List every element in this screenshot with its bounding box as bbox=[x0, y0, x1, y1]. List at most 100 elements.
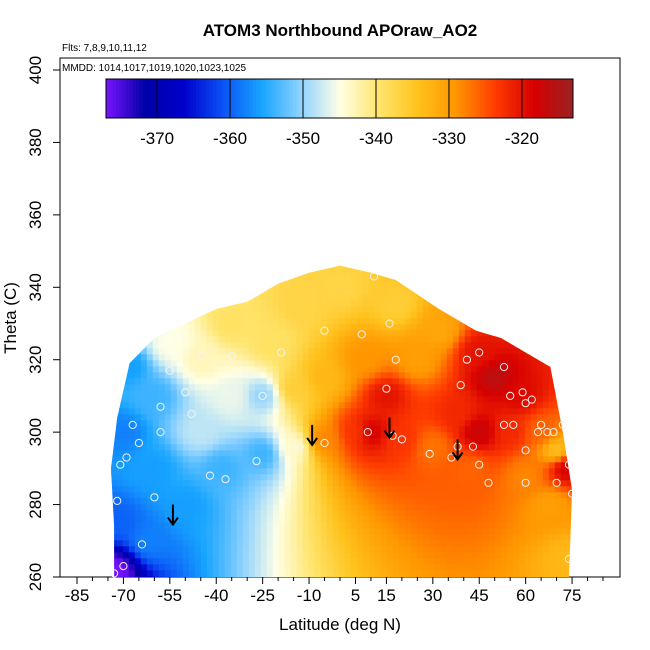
heatmap-cell bbox=[116, 546, 124, 553]
heatmap-cell bbox=[434, 318, 442, 325]
heatmap-cell bbox=[368, 330, 376, 337]
heatmap-cell bbox=[374, 570, 382, 577]
heatmap-cell bbox=[506, 438, 514, 445]
heatmap-cell bbox=[182, 480, 190, 487]
heatmap-cell bbox=[314, 300, 322, 307]
heatmap-cell bbox=[434, 486, 442, 493]
heatmap-cell bbox=[248, 390, 256, 397]
heatmap-cell bbox=[278, 546, 286, 553]
heatmap-cell bbox=[194, 552, 202, 559]
heatmap-cell bbox=[452, 564, 460, 571]
heatmap-cell bbox=[368, 576, 376, 577]
heatmap-cell bbox=[416, 396, 424, 403]
heatmap-cell bbox=[134, 444, 142, 451]
heatmap-cell bbox=[434, 372, 442, 379]
heatmap-cell bbox=[386, 294, 394, 301]
heatmap-cell bbox=[422, 402, 430, 409]
colorbar-swatch bbox=[389, 79, 394, 118]
heatmap-cell bbox=[356, 528, 364, 535]
heatmap-cell bbox=[428, 300, 436, 307]
heatmap-cell bbox=[416, 318, 424, 325]
heatmap-cell bbox=[356, 360, 364, 367]
heatmap-cell bbox=[230, 348, 238, 355]
heatmap-cell bbox=[380, 432, 388, 439]
heatmap-cell bbox=[530, 546, 538, 553]
heatmap-cell bbox=[398, 372, 406, 379]
heatmap-cell bbox=[536, 444, 544, 451]
heatmap-cell bbox=[381, 258, 388, 265]
heatmap-cell bbox=[176, 378, 184, 385]
heatmap-cell bbox=[236, 510, 244, 517]
mmdd-annotation: MMDD: 1014,1017,1019,1020,1023,1025 bbox=[62, 63, 246, 74]
heatmap-cell bbox=[416, 348, 424, 355]
heatmap-cell bbox=[314, 354, 322, 361]
heatmap-cell bbox=[344, 360, 352, 367]
heatmap-cell bbox=[302, 300, 310, 307]
heatmap-cell bbox=[164, 468, 172, 475]
heatmap-cell bbox=[332, 282, 340, 289]
heatmap-cell bbox=[470, 414, 478, 421]
heatmap-cell bbox=[146, 468, 154, 475]
colorbar-swatch bbox=[276, 79, 280, 118]
heatmap-cell bbox=[530, 330, 538, 337]
heatmap-cell bbox=[146, 360, 154, 367]
heatmap-cell bbox=[122, 426, 130, 433]
heatmap-cell bbox=[140, 354, 148, 361]
heatmap-cell bbox=[290, 342, 298, 349]
heatmap-cell bbox=[134, 414, 142, 421]
sample-point bbox=[462, 355, 471, 364]
heatmap-cell bbox=[152, 528, 160, 535]
heatmap-cell bbox=[554, 486, 562, 493]
heatmap-cell bbox=[248, 408, 256, 415]
heatmap-cell bbox=[350, 492, 358, 499]
heatmap-cell bbox=[128, 342, 136, 349]
heatmap-cell bbox=[248, 402, 256, 409]
heatmap-cell bbox=[290, 498, 298, 505]
heatmap-cell bbox=[494, 372, 502, 379]
heatmap-cell bbox=[140, 456, 148, 463]
heatmap-cell bbox=[560, 282, 568, 289]
heatmap-cell bbox=[386, 360, 394, 367]
heatmap-cell bbox=[446, 282, 454, 289]
heatmap-cell bbox=[530, 336, 538, 343]
heatmap-cell bbox=[194, 396, 202, 403]
heatmap-cell bbox=[146, 300, 154, 307]
heatmap-cell bbox=[188, 384, 196, 391]
heatmap-cell bbox=[362, 402, 370, 409]
heatmap-cell bbox=[236, 360, 244, 367]
colorbar-swatch bbox=[239, 79, 244, 118]
heatmap-cell bbox=[524, 468, 532, 475]
heatmap-cell bbox=[404, 528, 412, 535]
heatmap-cell bbox=[152, 288, 160, 295]
heatmap-cell bbox=[314, 522, 322, 529]
heatmap-cell bbox=[212, 306, 220, 313]
heatmap-cell bbox=[314, 282, 322, 289]
heatmap-cell bbox=[290, 300, 298, 307]
heatmap-cell bbox=[248, 288, 256, 295]
heatmap-cell bbox=[308, 456, 316, 463]
heatmap-cell bbox=[182, 282, 190, 289]
heatmap-cell bbox=[140, 276, 148, 283]
heatmap-cell bbox=[374, 360, 382, 367]
heatmap-cell bbox=[260, 318, 268, 325]
colorbar-swatch bbox=[529, 79, 534, 118]
heatmap-cell bbox=[111, 486, 118, 493]
heatmap-cell bbox=[410, 468, 418, 475]
heatmap-cell bbox=[111, 288, 112, 295]
heatmap-cell bbox=[314, 360, 322, 367]
heatmap-cell bbox=[495, 258, 502, 265]
heatmap-cell bbox=[290, 462, 298, 469]
heatmap-cell bbox=[404, 414, 412, 421]
heatmap-cell bbox=[278, 408, 286, 415]
heatmap-cell bbox=[278, 270, 286, 277]
heatmap-cell bbox=[464, 300, 472, 307]
heatmap-cell bbox=[296, 534, 304, 541]
heatmap-cell bbox=[506, 330, 514, 337]
heatmap-cell bbox=[290, 474, 298, 481]
colorbar-swatch bbox=[536, 79, 541, 118]
heatmap-cell bbox=[362, 534, 370, 541]
heatmap-cell bbox=[476, 330, 484, 337]
heatmap-cell bbox=[542, 438, 550, 445]
heatmap-cell bbox=[176, 462, 184, 469]
